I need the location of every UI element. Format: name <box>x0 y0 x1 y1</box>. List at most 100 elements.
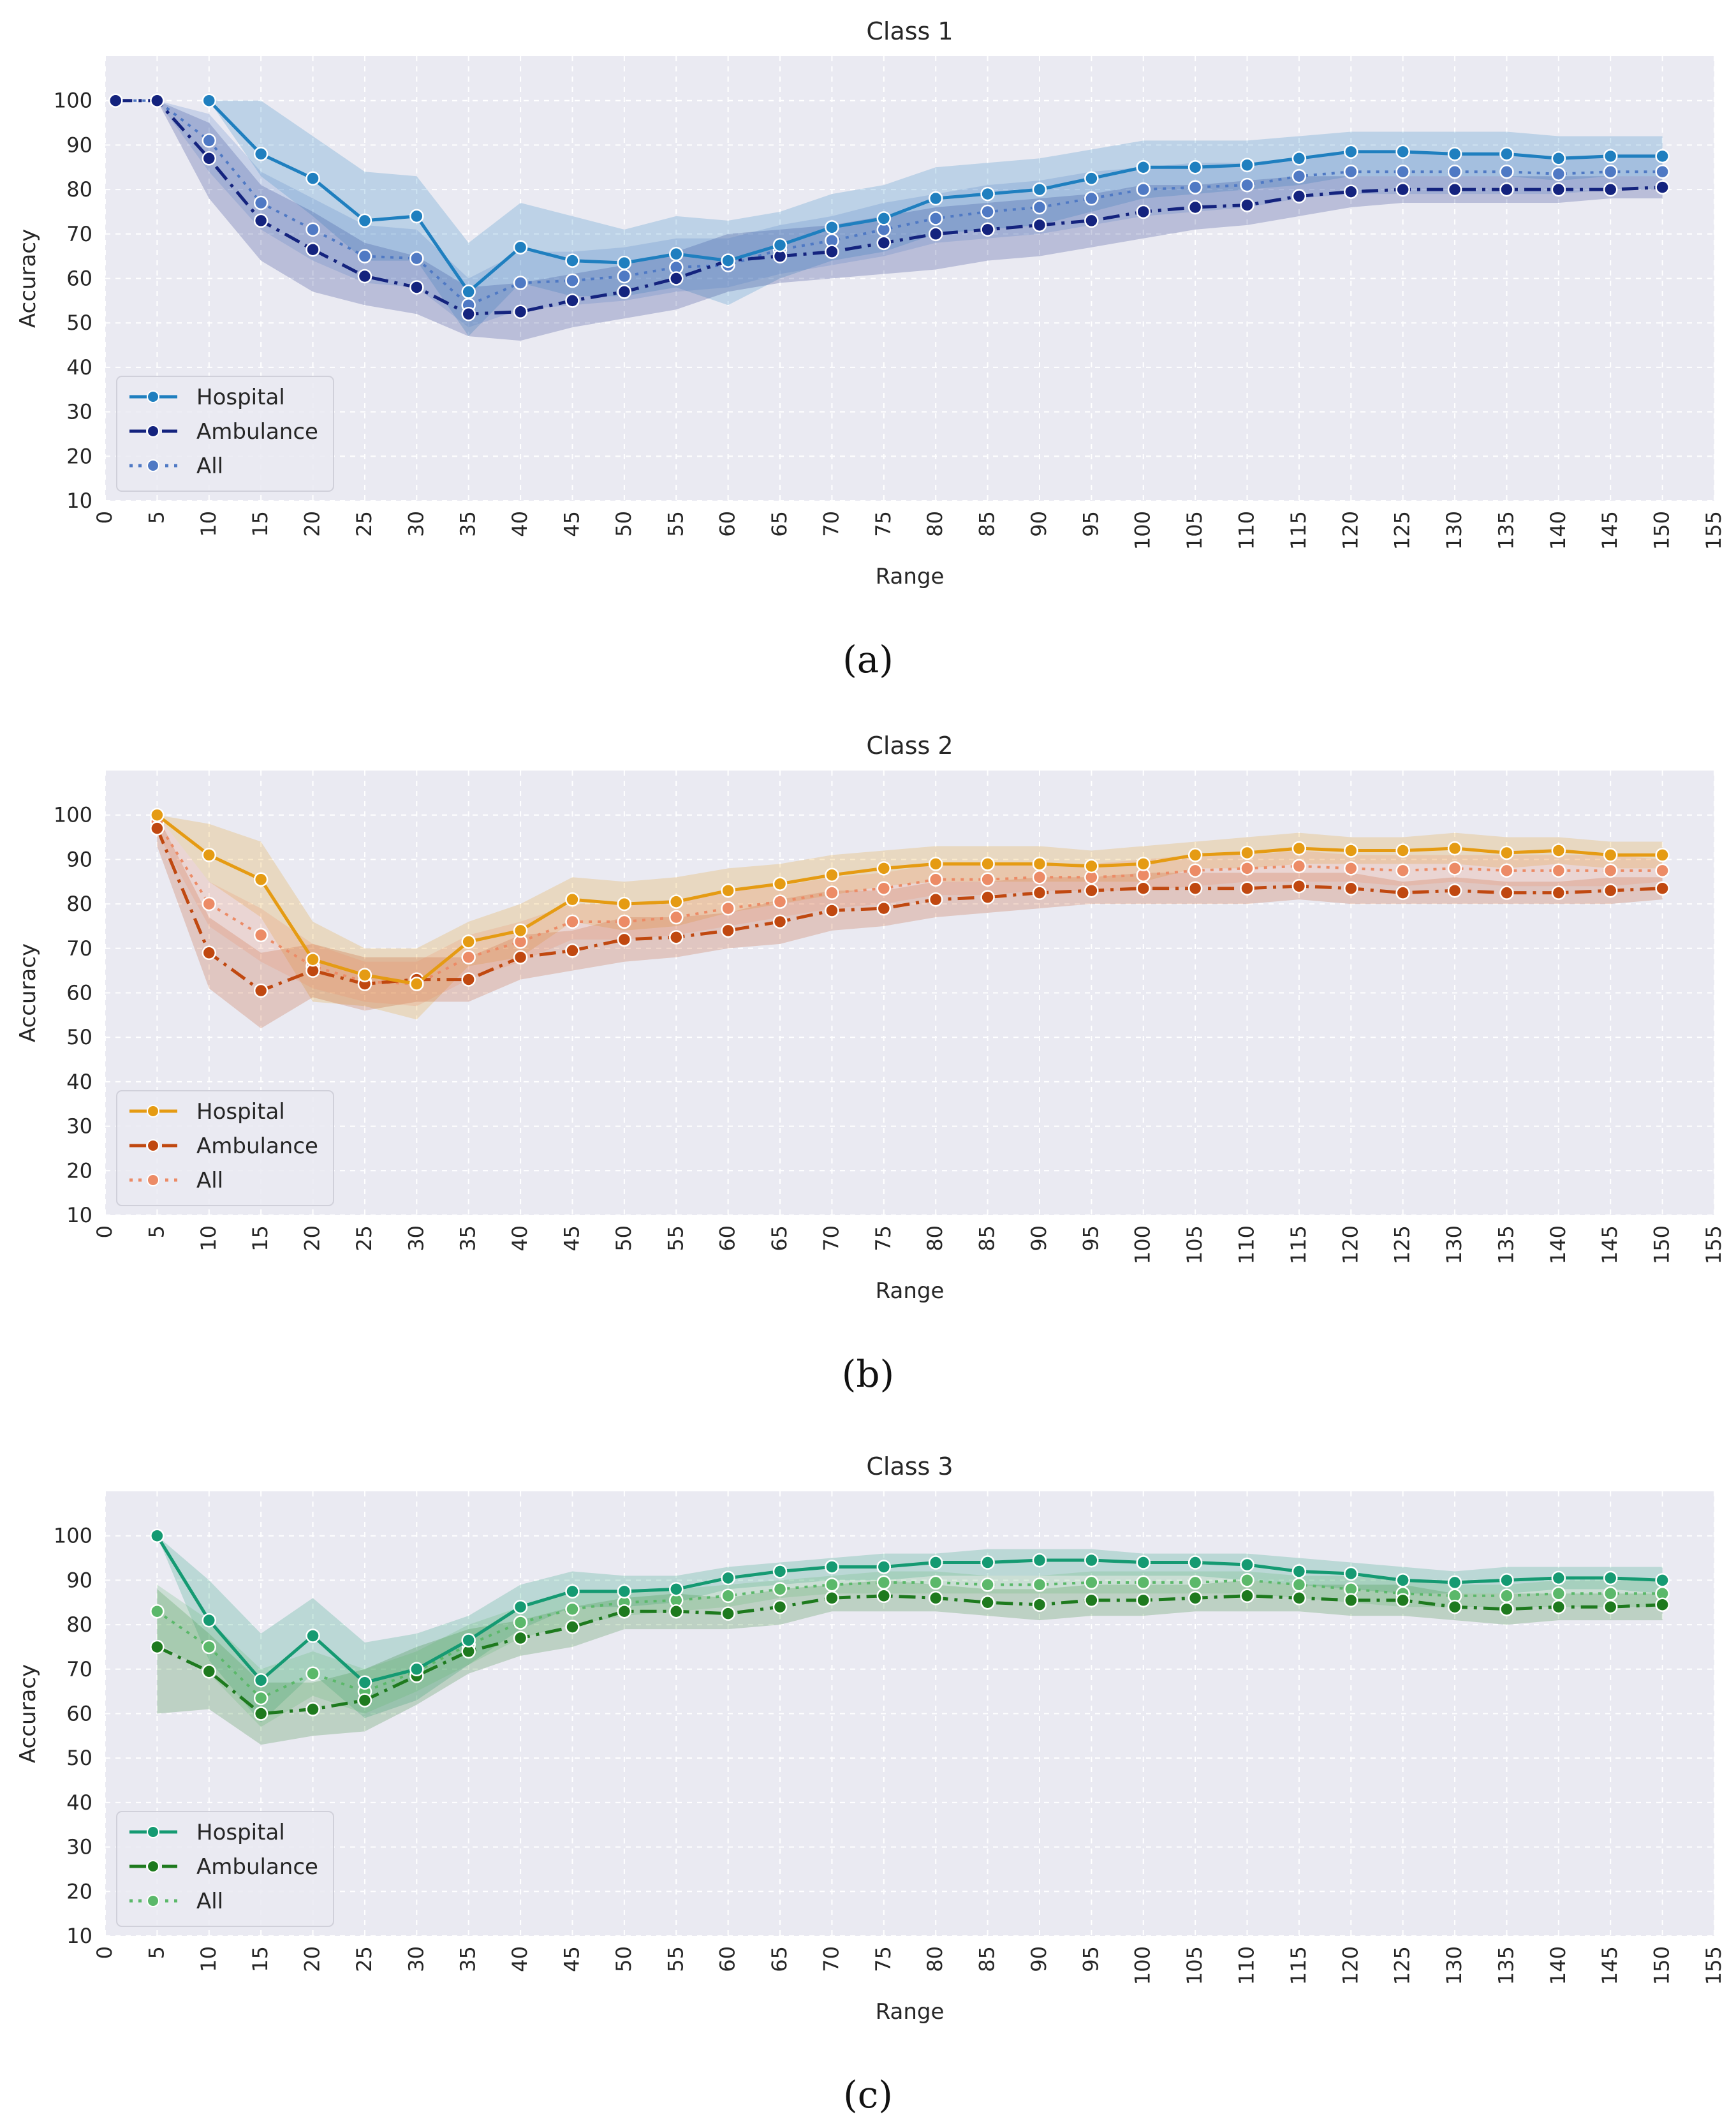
x-tick-label: 95 <box>1078 1225 1103 1251</box>
x-tick-label: 110 <box>1235 1225 1259 1264</box>
legend-marker-hospital <box>147 390 159 403</box>
data-point-hospital <box>825 867 839 883</box>
x-tick-label: 135 <box>1494 1946 1518 1985</box>
series-line-all <box>156 821 1663 985</box>
data-point-all <box>1240 177 1254 193</box>
data-point-all <box>1499 863 1514 878</box>
data-point-ambulance <box>669 930 684 945</box>
data-point-ambulance <box>928 1591 943 1606</box>
data-point-all <box>1291 1577 1307 1592</box>
data-point-all <box>1551 1586 1566 1601</box>
data-point-ambulance <box>1188 1591 1203 1606</box>
data-point-all <box>461 950 476 964</box>
caption-b: (b) <box>841 1352 895 1396</box>
data-point-hospital <box>1395 144 1410 159</box>
x-tick-label: 10 <box>196 1225 221 1251</box>
y-tick-label: 80 <box>66 892 92 916</box>
x-tick-label: 85 <box>975 1946 999 1972</box>
data-point-hospital <box>1655 1573 1670 1588</box>
data-point-ambulance <box>150 93 165 108</box>
x-tick-label: 30 <box>404 1225 428 1251</box>
x-tick-label: 115 <box>1286 1946 1311 1985</box>
x-tick-label: 0 <box>92 1225 117 1238</box>
data-point-ambulance <box>1032 1597 1047 1612</box>
y-tick-label: 40 <box>66 355 92 380</box>
y-axis-label: Accuracy <box>15 1664 41 1763</box>
data-point-ambulance <box>721 1606 735 1621</box>
data-point-hospital <box>1188 848 1203 862</box>
series-line-hospital <box>156 813 1663 986</box>
legend-box <box>116 1090 334 1206</box>
data-point-ambulance <box>1551 885 1566 900</box>
data-point-hospital <box>1240 845 1254 860</box>
x-tick-label: 70 <box>819 1225 843 1251</box>
data-point-hospital <box>1447 147 1462 161</box>
x-tick-label: 155 <box>1702 511 1726 550</box>
y-tick-label: 70 <box>66 1657 92 1681</box>
data-point-hospital <box>928 191 943 206</box>
data-point-hospital <box>1136 1555 1151 1570</box>
data-point-all <box>1655 863 1670 878</box>
data-point-all <box>1499 1588 1514 1604</box>
data-point-all <box>1603 164 1618 179</box>
x-tick-label: 125 <box>1390 1946 1415 1985</box>
y-tick-label: 80 <box>66 1613 92 1637</box>
data-point-hospital <box>1447 1575 1462 1590</box>
data-point-all <box>409 251 424 266</box>
y-tick-label: 10 <box>66 1924 92 1948</box>
legend-box <box>116 376 334 492</box>
x-tick-label: 30 <box>404 1946 428 1972</box>
x-tick-label: 145 <box>1598 511 1622 550</box>
data-point-ambulance <box>980 1595 995 1610</box>
data-point-ambulance <box>1395 885 1410 900</box>
data-point-hospital <box>357 968 372 982</box>
data-point-all <box>1032 870 1047 885</box>
data-point-all <box>513 1615 528 1630</box>
data-point-ambulance <box>1240 1588 1254 1604</box>
data-point-ambulance <box>1240 881 1254 896</box>
data-point-ambulance <box>1551 182 1566 197</box>
data-point-hospital <box>253 872 268 887</box>
legend-label-all: All <box>196 454 223 479</box>
data-point-ambulance <box>1136 1593 1151 1608</box>
x-tick-label: 60 <box>716 1946 740 1972</box>
y-tick-label: 30 <box>66 400 92 424</box>
x-tick-label: 120 <box>1338 511 1362 550</box>
x-tick-label: 20 <box>300 1225 325 1251</box>
x-tick-label: 10 <box>196 511 221 537</box>
data-point-ambulance <box>1136 204 1151 219</box>
data-point-all <box>1499 164 1514 179</box>
x-tick-label: 125 <box>1390 1225 1415 1264</box>
data-point-hospital <box>617 255 632 270</box>
data-point-hospital <box>565 892 580 907</box>
x-tick-label: 5 <box>144 1225 168 1238</box>
data-point-all <box>1395 863 1410 878</box>
y-tick-label: 60 <box>66 267 92 291</box>
x-tick-label: 40 <box>508 1225 532 1251</box>
x-tick-label: 110 <box>1235 511 1259 550</box>
chart-class-1: 0 5 10 15 20 25 30 35 40 45 50 55 60 65 70 75 80 85 90 95 10… <box>15 17 1726 589</box>
x-tick-label: 145 <box>1598 1225 1622 1264</box>
data-point-hospital <box>202 93 217 108</box>
x-tick-label: 90 <box>1027 1946 1051 1972</box>
x-tick-label: 5 <box>144 1946 168 1959</box>
data-point-hospital <box>202 1613 217 1628</box>
chart-title: Class 2 <box>866 732 953 760</box>
data-point-hospital <box>928 857 943 871</box>
x-tick-label: 130 <box>1442 511 1466 550</box>
data-point-ambulance <box>876 235 892 250</box>
data-point-hospital <box>1136 160 1151 175</box>
data-point-hospital <box>409 209 424 224</box>
x-tick-label: 135 <box>1494 1225 1518 1264</box>
caption-a: (a) <box>842 638 894 681</box>
caption-c: (c) <box>843 2073 893 2116</box>
confidence-band-hospital <box>157 1535 1663 1723</box>
y-tick-label: 50 <box>66 1746 92 1770</box>
data-point-hospital <box>928 1555 943 1570</box>
x-tick-label: 155 <box>1702 1946 1726 1985</box>
data-point-hospital <box>1084 171 1099 186</box>
data-point-hospital <box>253 1672 268 1688</box>
confidence-band-all <box>157 1571 1663 1727</box>
data-point-ambulance <box>1603 883 1618 898</box>
data-point-hospital <box>1655 149 1670 164</box>
